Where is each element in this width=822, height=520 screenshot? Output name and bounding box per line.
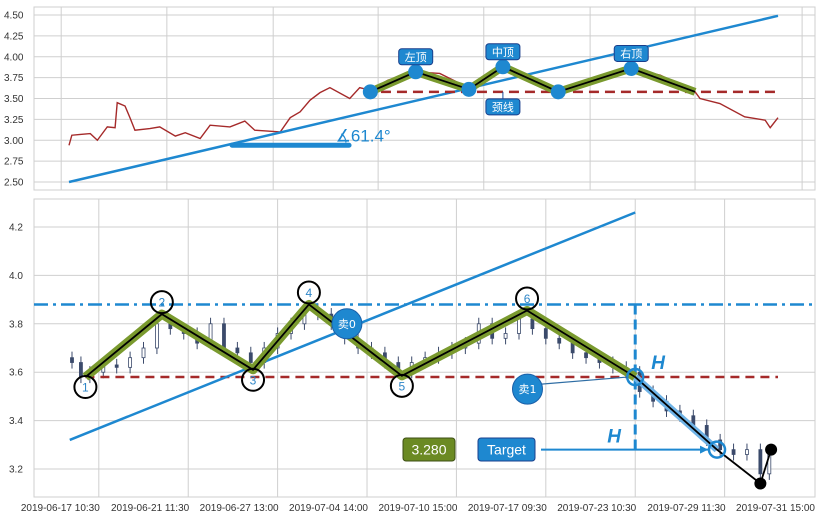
pivot-circle	[389, 373, 414, 398]
top-y-tick-label: 2.75	[4, 157, 24, 168]
candle-body	[570, 342, 575, 354]
top-y-tick-label: 3.00	[4, 136, 24, 147]
pivot-circle	[149, 290, 174, 315]
sell-signal-marker	[331, 308, 363, 340]
candle-body	[718, 439, 723, 451]
candle-body	[503, 333, 508, 339]
pivot-circle	[515, 286, 540, 311]
top-y-tick-label: 4.50	[4, 11, 24, 22]
bottom-x-tick-label: 2019-07-04 14:00	[289, 503, 368, 514]
candle-body	[155, 323, 159, 349]
top-pattern-node	[408, 64, 424, 80]
pattern-label-box	[613, 44, 649, 62]
candle-body	[543, 328, 548, 339]
pivot-circle	[296, 280, 321, 305]
bottom-y-tick-label: 3.2	[9, 465, 23, 476]
top-plot-frame	[33, 6, 816, 191]
candle-body	[114, 364, 119, 368]
signal-pointer	[541, 376, 628, 385]
low-point-dot	[754, 477, 767, 490]
candle-body	[557, 337, 562, 344]
height-label-bottom: H	[607, 427, 622, 448]
bottom-x-tick-label: 2019-06-17 10:30	[21, 503, 100, 514]
pivot-circle	[241, 367, 266, 392]
pattern-label-box	[485, 43, 521, 61]
top-y-tick-label: 4.25	[4, 31, 24, 42]
candle-body	[79, 362, 83, 378]
target-value: 3.280	[411, 442, 446, 458]
pivot-label: 6	[524, 292, 531, 306]
bottom-y-tick-label: 4.0	[9, 271, 23, 282]
last-point-dot	[765, 443, 778, 456]
candle-body	[517, 318, 521, 334]
bottom-x-tick-label: 2019-06-27 13:00	[200, 503, 279, 514]
top-y-tick-label: 4.00	[4, 52, 24, 63]
pattern-label: 中顶	[492, 46, 514, 59]
target-label: Target	[487, 442, 526, 458]
sell-signal-label: 卖1	[518, 383, 536, 396]
pivot-label: 2	[158, 296, 165, 310]
pattern-label-box	[485, 98, 521, 116]
top-pattern-node	[362, 84, 378, 100]
pivot-label: 5	[399, 379, 406, 393]
top-pattern-node	[550, 84, 566, 100]
candle-body	[222, 323, 226, 349]
angle-label: ∡61.4°	[336, 126, 391, 145]
bottom-y-tick-label: 4.2	[9, 223, 23, 234]
height-label-top: H	[651, 353, 666, 374]
bottom-x-tick-label: 2019-07-10 15:00	[378, 503, 457, 514]
candle-body	[530, 318, 535, 330]
candle-body	[731, 449, 736, 455]
sell-signal-label: 卖0	[338, 318, 356, 331]
top-pattern-node	[495, 59, 511, 75]
target-label-box	[477, 437, 536, 462]
bottom-x-tick-label: 2019-07-17 09:30	[468, 503, 547, 514]
candle-body	[70, 357, 74, 363]
sell-signal-marker	[511, 373, 543, 405]
bottom-y-tick-label: 3.6	[9, 368, 23, 379]
target-marker	[707, 440, 727, 459]
target-value-box	[402, 437, 456, 462]
candle-body	[235, 347, 240, 354]
top-pattern-node	[461, 81, 477, 97]
pivot-label: 4	[306, 286, 313, 300]
candle-body	[128, 357, 133, 368]
pivot-label: 3	[250, 373, 257, 387]
pattern-label: 颈线	[492, 100, 514, 114]
top-trendline	[68, 14, 779, 184]
pivot-circle	[73, 375, 98, 400]
top-y-tick-label: 3.50	[4, 94, 24, 105]
top-y-tick-label: 3.75	[4, 73, 24, 84]
pattern-label: 左顶	[405, 51, 427, 64]
candle-body	[758, 449, 763, 475]
pivot-label: 1	[82, 381, 89, 395]
bottom-plot-frame	[33, 198, 816, 498]
candle-body	[248, 352, 253, 363]
pattern-label-box	[398, 48, 434, 66]
top-pattern-node	[623, 60, 639, 76]
pattern-label: 右顶	[620, 46, 642, 60]
bottom-x-tick-label: 2019-07-23 10:30	[557, 503, 636, 514]
candle-body	[584, 352, 588, 359]
top-y-tick-label: 2.50	[4, 178, 24, 189]
bottom-x-tick-label: 2019-06-21 11:30	[111, 503, 190, 514]
top-y-tick-label: 3.25	[4, 115, 24, 126]
bottom-y-tick-label: 3.4	[9, 416, 23, 427]
bottom-y-tick-label: 3.8	[9, 319, 23, 330]
candle-body	[141, 347, 146, 359]
candle-body	[745, 449, 749, 455]
bottom-x-tick-label: 2019-07-31 15:00	[736, 503, 815, 514]
target-arrowhead	[700, 445, 709, 454]
bottom-pattern-line	[84, 303, 772, 486]
bottom-x-tick-label: 2019-07-29 11:30	[647, 503, 726, 514]
